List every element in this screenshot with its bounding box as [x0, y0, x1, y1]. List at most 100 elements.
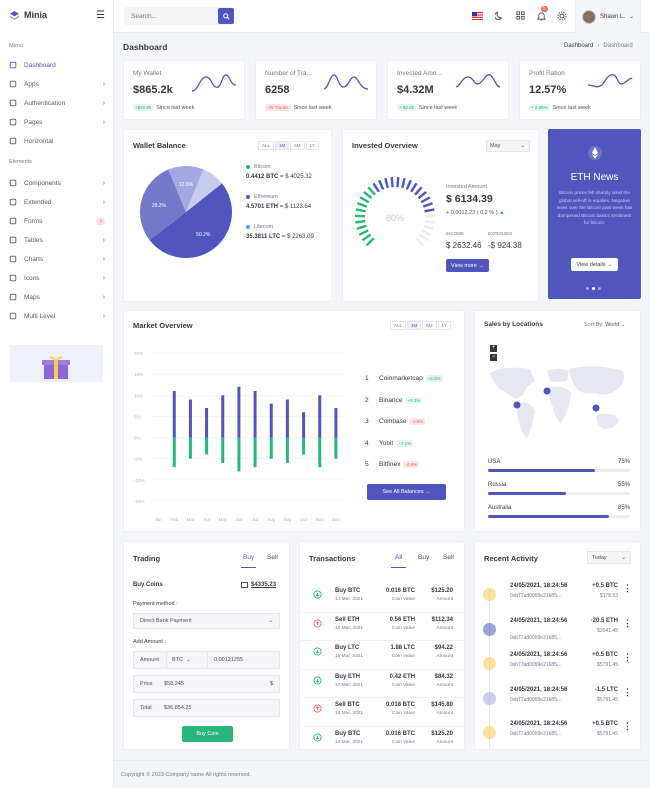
view-details-button[interactable]: View details → — [571, 258, 618, 271]
total-input[interactable]: $36,854.25 — [164, 705, 192, 711]
sidebar-item-forms[interactable]: Forms 7 — [9, 214, 105, 228]
sidebar-item-icons[interactable]: Icons › — [9, 271, 105, 285]
coin-select[interactable]: BTC ⌄ — [166, 651, 208, 669]
more-options-icon[interactable]: ⋮ — [623, 617, 632, 628]
bar[interactable] — [188, 399, 192, 438]
carousel-dot[interactable] — [586, 287, 589, 290]
exchange-item[interactable]: 5 Bitfinex -0.9% — [365, 454, 453, 476]
bar[interactable] — [302, 437, 306, 455]
transaction-row[interactable]: Sell ETH 15 Mar, 2021 0.56 ETH Coin Value $1… — [300, 613, 464, 641]
brand[interactable]: Minia — [10, 10, 47, 20]
activity-row[interactable]: 24/05/2021, 18:24:56 0xb77ad0099e21685...… — [475, 647, 640, 682]
pie-slice[interactable] — [186, 169, 223, 212]
bar[interactable] — [318, 437, 322, 468]
settings-gear-icon[interactable] — [557, 11, 567, 21]
exchange-item[interactable]: 1 Coinmarketcap +2.5% — [365, 368, 453, 390]
more-options-icon[interactable]: ⋮ — [623, 686, 632, 697]
sidebar-item-pages[interactable]: Pages › — [9, 115, 105, 129]
carousel-dot[interactable] — [592, 287, 595, 290]
tab-1y[interactable]: 1Y — [437, 321, 452, 330]
sidebar-item-components[interactable]: Components › — [9, 176, 105, 190]
bar[interactable] — [302, 412, 306, 438]
buy-coin-button[interactable]: Buy Coin — [182, 726, 233, 742]
tab-1m[interactable]: 1M — [275, 141, 290, 150]
activity-row[interactable]: 24/05/2021, 18:24:56 0xb77ad0099e21685...… — [475, 681, 640, 717]
bar[interactable] — [334, 437, 338, 459]
see-all-balances-button[interactable]: See All Balances → — [367, 484, 446, 500]
tab-sell[interactable]: Sell — [443, 554, 454, 561]
zoom-in-button[interactable]: + — [490, 345, 497, 352]
apps-grid-icon[interactable] — [516, 11, 525, 20]
bar[interactable] — [205, 407, 209, 438]
bar[interactable] — [253, 437, 257, 468]
carousel-dot[interactable] — [598, 287, 601, 290]
more-options-icon[interactable]: ⋮ — [623, 583, 632, 593]
tab-sell[interactable]: Sell — [267, 554, 278, 561]
sidebar-item-horizontal[interactable]: Horizontal — [9, 134, 105, 148]
pie-slice[interactable] — [140, 169, 186, 241]
tab-1y[interactable]: 1Y — [305, 141, 320, 150]
more-options-icon[interactable]: ⋮ — [623, 721, 632, 731]
bar[interactable] — [172, 391, 176, 438]
menu-toggle-icon[interactable]: ☰ — [96, 10, 105, 21]
bar[interactable] — [237, 437, 241, 472]
map-marker[interactable] — [513, 401, 521, 409]
transaction-row[interactable]: Buy BTC 14 Mar, 2021 0.016 BTC Coin Value $1… — [300, 584, 464, 613]
tab-1m[interactable]: 1M — [407, 321, 422, 330]
bar[interactable] — [269, 437, 273, 459]
bar[interactable] — [188, 437, 192, 459]
bar[interactable] — [237, 386, 241, 438]
pie-slice[interactable] — [149, 183, 232, 258]
sidebar-item-apps[interactable]: Apps › — [9, 77, 105, 91]
tab-6m[interactable]: 6M — [290, 141, 305, 150]
transaction-row[interactable]: Buy LTC 16 Mar, 2021 1.88 LTC Coin Value $94… — [300, 641, 464, 670]
bar[interactable] — [172, 437, 176, 468]
bar[interactable] — [205, 437, 209, 455]
search-button[interactable] — [218, 8, 234, 24]
activity-row[interactable]: 24/05/2021, 18:24:56 0xb77ad0099e21685...… — [475, 578, 640, 613]
bar[interactable] — [285, 437, 289, 463]
tab-buy[interactable]: Buy — [241, 554, 257, 568]
tab-all[interactable]: ALL — [390, 321, 407, 330]
map-marker[interactable] — [543, 387, 551, 395]
bar[interactable] — [318, 395, 322, 438]
exchange-item[interactable]: 2 Binance +8.3% — [365, 390, 453, 412]
breadcrumb-link[interactable]: Dashboard — [564, 43, 594, 49]
bar[interactable] — [221, 395, 225, 438]
activity-row[interactable]: 24/05/2021, 18:24:56 0xb77ad0099e21685...… — [475, 716, 640, 749]
sort-by[interactable]: Sort By: World ⌄ — [584, 322, 626, 328]
amount-input[interactable]: 0.00121255 — [214, 657, 244, 663]
more-options-icon[interactable]: ⋮ — [623, 652, 632, 662]
price-input[interactable]: $58,245 — [164, 681, 184, 687]
sidebar-item-authentication[interactable]: Authentication › — [9, 96, 105, 110]
tab-all[interactable]: All — [391, 554, 407, 568]
bar[interactable] — [221, 437, 225, 463]
exchange-item[interactable]: 4 Yobit +7.1% — [365, 433, 453, 455]
activity-row[interactable]: 24/05/2021, 18:24:56 0xb77ad0099e21685...… — [475, 612, 640, 648]
world-map[interactable] — [485, 363, 631, 448]
exchange-item[interactable]: 3 Coinbase -3.6% — [365, 411, 453, 433]
transaction-row[interactable]: Sell BTC 18 Mar, 2021 0.018 BTC Coin Value $… — [300, 698, 464, 727]
tab-6m[interactable]: 6M — [422, 321, 437, 330]
map-marker[interactable] — [592, 404, 600, 412]
bar[interactable] — [285, 399, 289, 438]
bar[interactable] — [253, 391, 257, 438]
search-input[interactable] — [124, 7, 214, 25]
sidebar-item-tables[interactable]: Tables › — [9, 233, 105, 247]
month-select[interactable]: May ⌄ — [486, 140, 530, 152]
moon-icon[interactable] — [495, 11, 504, 20]
view-more-button[interactable]: View more → — [446, 259, 489, 272]
bar[interactable] — [334, 407, 338, 438]
bar[interactable] — [269, 403, 273, 438]
sidebar-item-multi-level[interactable]: Multi Level › — [9, 309, 105, 323]
activity-period-select[interactable]: Today ⌄ — [587, 551, 631, 564]
user-dropdown[interactable]: Shawn L. ⌄ — [575, 0, 641, 33]
sidebar-item-dashboard[interactable]: Dashboard — [9, 58, 105, 72]
zoom-out-button[interactable]: − — [490, 354, 497, 361]
transaction-row[interactable]: Buy BTC 14 Mar, 2021 0.016 BTC Coin Value $1… — [300, 727, 464, 750]
tab-all[interactable]: ALL — [258, 141, 275, 150]
payment-method-select[interactable]: Direct Bank Payment ⌄ — [133, 613, 280, 629]
us-flag-icon[interactable] — [472, 12, 483, 20]
transaction-row[interactable]: Buy ETH 17 Mar, 2021 0.42 ETH Coin Value $84… — [300, 670, 464, 698]
bell-icon[interactable] — [537, 11, 546, 21]
